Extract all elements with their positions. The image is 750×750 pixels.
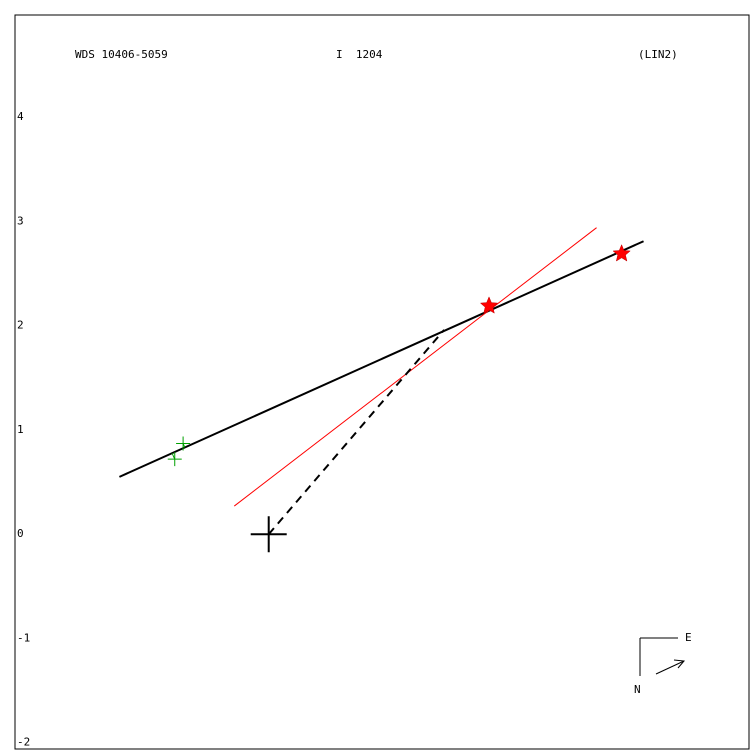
origin-marker <box>250 516 287 553</box>
chart-title: WDS 10406-5059 <box>75 48 168 61</box>
y-tick-label: 1 <box>17 423 24 436</box>
star-point <box>612 244 631 262</box>
fit-line <box>118 240 644 478</box>
compass-arrow-head <box>673 659 686 669</box>
y-tick-label: -1 <box>17 631 30 644</box>
y-tick-label: 0 <box>17 527 24 540</box>
y-tick-label: 3 <box>17 214 24 227</box>
compass-east-label: E <box>685 631 692 644</box>
annotation: (LIN2) <box>638 48 678 61</box>
dashed-line <box>267 329 445 535</box>
y-tick-label: 4 <box>17 110 24 123</box>
plus-point <box>176 436 191 451</box>
fit-line <box>233 227 597 507</box>
chart-subtitle: I 1204 <box>336 48 383 61</box>
compass-north-label: N <box>634 683 641 696</box>
compass: E N <box>634 631 692 696</box>
plus-point <box>167 452 182 467</box>
star-point <box>479 296 499 314</box>
y-tick-label: 2 <box>17 319 24 332</box>
y-tick-label: -2 <box>17 736 30 749</box>
compass-arrow <box>655 660 685 675</box>
plot-frame <box>14 14 750 750</box>
